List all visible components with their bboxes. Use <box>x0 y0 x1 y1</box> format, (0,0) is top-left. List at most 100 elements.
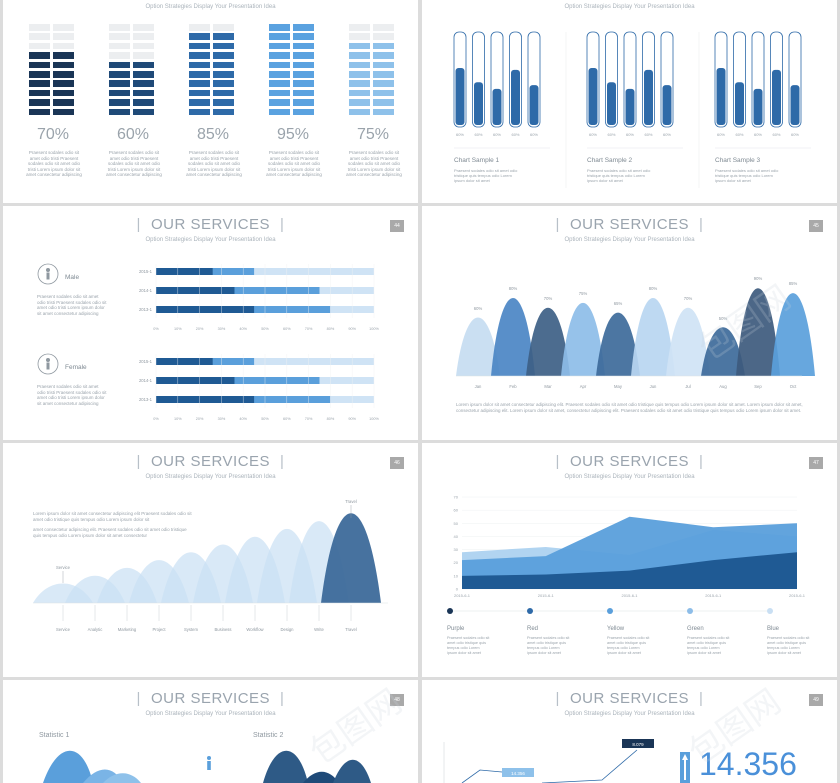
stack-block <box>349 99 370 106</box>
service-label: Write <box>314 627 324 632</box>
stack-block <box>349 33 370 40</box>
service-wave <box>321 513 381 603</box>
wave-peak <box>561 302 605 376</box>
stack-block <box>109 33 130 40</box>
wave-month-label: Jan <box>475 384 482 389</box>
wave-value-label: 75% <box>579 291 588 296</box>
stack-block <box>349 89 370 97</box>
wave-peak <box>666 307 710 376</box>
stack-block <box>189 24 210 31</box>
stack-block <box>213 89 234 97</box>
page-number: 49 <box>809 694 823 706</box>
stack-description: Praesent sodales odio sit amet odio tris… <box>266 150 322 177</box>
slide-subtitle: Option Strategies Display Your Presentat… <box>564 474 695 480</box>
tube-percent: 60% <box>474 132 482 137</box>
chart-sample-title: Chart Sample 3 <box>715 157 761 164</box>
chart-sample-title: Chart Sample 1 <box>454 157 500 164</box>
stack-block <box>213 24 234 31</box>
statistic-1-label: Statistic 1 <box>39 732 70 739</box>
tube-fill <box>644 69 653 125</box>
person-head <box>46 268 50 272</box>
chart-sample-text: tristique quis tempus odio Lorem <box>715 173 773 178</box>
bar-axis-tick: 40% <box>239 327 247 331</box>
wave-peak <box>526 307 570 376</box>
service-label: System <box>184 627 198 632</box>
tube-fill <box>662 85 672 125</box>
stack-block <box>269 52 290 59</box>
stack-block <box>133 33 154 40</box>
tube-percent: 60% <box>511 132 519 137</box>
stack-block <box>29 89 50 97</box>
stack-block <box>213 33 234 40</box>
stack-block <box>189 108 210 116</box>
stack-block <box>373 52 394 59</box>
tube-fill <box>772 69 781 125</box>
lead-label: Travel <box>345 499 357 504</box>
chart-sample-text: ipsum dolor sit amet <box>587 178 624 183</box>
area-x-tick: 2015-6-1 <box>789 593 806 598</box>
tube-fill <box>492 88 502 125</box>
stack-block <box>53 52 74 59</box>
legend-text: tempus odio Lorem <box>607 646 640 650</box>
bar-axis-tick: 20% <box>196 327 204 331</box>
legend-dot <box>767 608 773 614</box>
tube-percent: 60% <box>626 132 634 137</box>
stack-block <box>213 71 234 78</box>
stack-block <box>349 52 370 59</box>
tube-fill <box>529 85 539 125</box>
wave-month-label: Oct <box>790 384 797 389</box>
service-label: Analytic <box>88 627 103 632</box>
stack-block <box>133 80 154 87</box>
slide-subtitle: Option Strategies Display Your Presentat… <box>145 237 276 243</box>
wave-value-label: 70% <box>684 296 693 301</box>
stack-block <box>213 61 234 69</box>
tube-percent: 60% <box>607 132 615 137</box>
wave-month-label: Jul <box>685 384 690 389</box>
tube-fill <box>716 68 726 125</box>
stack-block <box>53 71 74 78</box>
bar-mid <box>156 287 320 294</box>
bar-year-label: 2013-1 <box>139 397 153 402</box>
stack-block <box>189 99 210 106</box>
bar-dark <box>156 268 213 275</box>
stack-block <box>133 108 154 116</box>
service-label: Business <box>215 627 232 632</box>
slide-title: OUR SERVICES <box>569 216 690 233</box>
slide-subtitle: Option Strategies Display Your Presentat… <box>564 237 695 243</box>
legend-label: Green <box>687 626 704 632</box>
kpi-badge-light <box>502 768 534 777</box>
legend-text: tempus odio Lorem <box>687 646 720 650</box>
service-label: Marketing <box>118 627 137 632</box>
stack-block <box>269 24 290 31</box>
area-x-tick: 2015-6-1 <box>538 593 555 598</box>
stack-block <box>373 80 394 87</box>
legend-text: ipsum dolor sit amet <box>447 651 482 655</box>
legend-text: Praesent sodales odio sit <box>607 636 650 640</box>
legend-text: Praesent sodales odio sit <box>767 636 810 640</box>
tube-fill <box>790 85 800 125</box>
wave-month-label: Feb <box>509 384 517 389</box>
stack-block <box>189 52 210 59</box>
legend-text: amet odio tristique quis <box>687 641 726 645</box>
legend-text: ipsum dolor sit amet <box>607 651 642 655</box>
stack-description: Praesent sodales odio sit amet odio tris… <box>106 150 162 177</box>
legend-label: Yellow <box>607 626 625 632</box>
tube-fill <box>735 82 744 125</box>
wave-peak <box>771 293 815 376</box>
stack-block <box>293 52 314 59</box>
bar-axis-tick: 70% <box>305 327 313 331</box>
stack-percent: 70% <box>36 126 70 143</box>
kpi-svg: 8.079 14.356 <box>443 739 690 783</box>
tube-outline <box>509 31 522 128</box>
bar-axis-tick: 70% <box>305 417 313 421</box>
stack-block <box>373 24 394 31</box>
stack-block <box>109 42 130 50</box>
stack-block <box>109 108 130 116</box>
stack-block <box>53 80 74 87</box>
stack-block <box>189 71 210 78</box>
slide-kpi: | OUR SERVICES | Option Strategies Display… <box>422 680 837 783</box>
tube-fill <box>455 68 465 125</box>
stack-block <box>109 71 130 78</box>
bar-axis-tick: 30% <box>218 327 226 331</box>
slide-service-waves: | OUR SERVICES | Option Strategies Display… <box>3 443 418 677</box>
